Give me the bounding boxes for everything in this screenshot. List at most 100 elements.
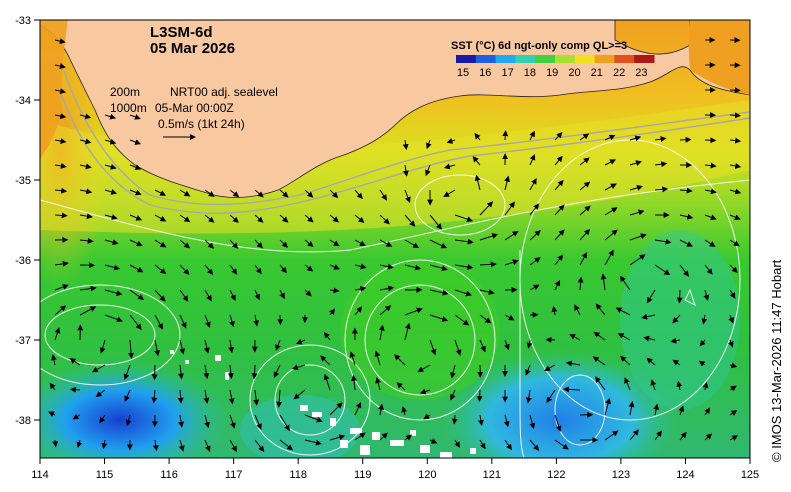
- current-arrow: [577, 276, 584, 291]
- current-arrow: [544, 364, 556, 371]
- current-arrow: [329, 434, 346, 441]
- current-arrow: [54, 162, 67, 169]
- contour-200-label: 200m: [110, 85, 140, 99]
- current-arrow: [251, 364, 258, 380]
- current-arrow: [204, 439, 211, 452]
- current-arrow: [279, 439, 294, 451]
- current-arrow: [273, 364, 281, 378]
- current-arrow: [354, 263, 367, 270]
- current-arrow: [565, 360, 581, 367]
- current-arrow: [615, 307, 631, 316]
- current-arrow: [554, 131, 563, 141]
- current-arrow: [454, 263, 474, 270]
- current-arrow: [546, 389, 556, 404]
- current-arrow: [154, 189, 167, 196]
- current-arrow: [454, 314, 470, 326]
- current-arrow: [54, 63, 66, 70]
- current-arrow: [254, 289, 260, 301]
- current-arrow: [654, 264, 671, 276]
- current-arrow: [729, 137, 742, 144]
- colorbar-segment: [535, 55, 556, 63]
- current-arrow: [404, 239, 420, 249]
- x-tick-label: 116: [160, 469, 178, 481]
- current-arrow: [99, 414, 106, 424]
- current-arrow: [672, 359, 681, 366]
- current-arrow: [526, 339, 533, 349]
- colorbar-tick-label: 18: [524, 67, 536, 79]
- current-arrow: [417, 364, 431, 373]
- current-arrow: [592, 356, 606, 366]
- current-arrow: [443, 163, 456, 170]
- scale-label: 0.5m/s (1kt 24h): [158, 117, 245, 131]
- x-tick-label: 124: [676, 469, 694, 481]
- current-arrow: [604, 134, 616, 141]
- current-arrow: [425, 164, 431, 177]
- current-arrow: [179, 289, 189, 302]
- product-title: L3SM-6d: [150, 24, 213, 41]
- current-arrow: [641, 313, 656, 320]
- current-arrow: [354, 239, 366, 247]
- current-arrow: [229, 414, 236, 429]
- current-arrow: [454, 339, 462, 356]
- current-arrow: [554, 155, 563, 166]
- current-arrow: [279, 414, 290, 432]
- current-arrow: [679, 187, 693, 194]
- current-arrow: [329, 402, 343, 416]
- current-arrow: [104, 113, 117, 120]
- current-arrow: [229, 189, 240, 198]
- current-arrow: [402, 139, 409, 151]
- product-date: 05 Mar 2026: [150, 40, 235, 57]
- colorbar-segment: [574, 55, 596, 63]
- current-arrow: [617, 333, 631, 341]
- current-arrow: [429, 239, 448, 249]
- current-arrow: [329, 214, 339, 223]
- current-arrow: [154, 264, 167, 275]
- current-arrow: [123, 364, 131, 381]
- current-arrow: [729, 362, 738, 369]
- current-arrow: [628, 401, 635, 416]
- current-arrow: [349, 351, 356, 366]
- current-arrow: [379, 285, 395, 292]
- current-arrow: [672, 314, 681, 324]
- current-arrow: [329, 239, 340, 247]
- current-arrow: [179, 339, 186, 355]
- current-arrow: [379, 239, 393, 247]
- current-arrow: [729, 385, 737, 392]
- current-arrow: [704, 407, 711, 416]
- current-arrow: [254, 414, 262, 430]
- current-arrow: [54, 284, 69, 291]
- colorbar-segment: [456, 55, 477, 63]
- current-arrow: [729, 239, 740, 247]
- current-arrow: [454, 238, 474, 245]
- current-arrow: [354, 189, 363, 200]
- current-arrow: [525, 364, 531, 376]
- current-arrow: [293, 389, 306, 400]
- current-arrow: [329, 308, 336, 316]
- current-arrow: [178, 439, 185, 452]
- current-arrow: [729, 289, 736, 299]
- current-arrow: [529, 203, 540, 216]
- current-arrow: [454, 289, 472, 297]
- current-arrow: [643, 335, 656, 342]
- current-arrow: [304, 289, 312, 297]
- colorbar-tick-label: 21: [591, 67, 603, 79]
- current-arrow: [154, 314, 163, 330]
- current-arrow: [253, 389, 260, 406]
- current-arrow: [654, 238, 672, 245]
- current-arrow: [443, 189, 456, 198]
- current-arrow: [479, 339, 486, 353]
- current-arrow: [728, 314, 734, 324]
- current-arrow: [629, 254, 646, 266]
- current-arrow: [229, 264, 238, 275]
- current-arrow: [450, 389, 456, 401]
- current-arrow: [129, 314, 142, 330]
- current-arrow: [179, 189, 191, 197]
- current-arrow: [254, 264, 262, 275]
- current-arrow: [253, 314, 259, 327]
- current-arrow: [703, 289, 710, 302]
- colorbar-tick-label: 17: [501, 67, 513, 79]
- current-arrow: [378, 403, 384, 416]
- contour-1000-label: 1000m: [110, 101, 147, 115]
- current-arrow: [529, 284, 540, 291]
- current-arrow: [379, 305, 392, 316]
